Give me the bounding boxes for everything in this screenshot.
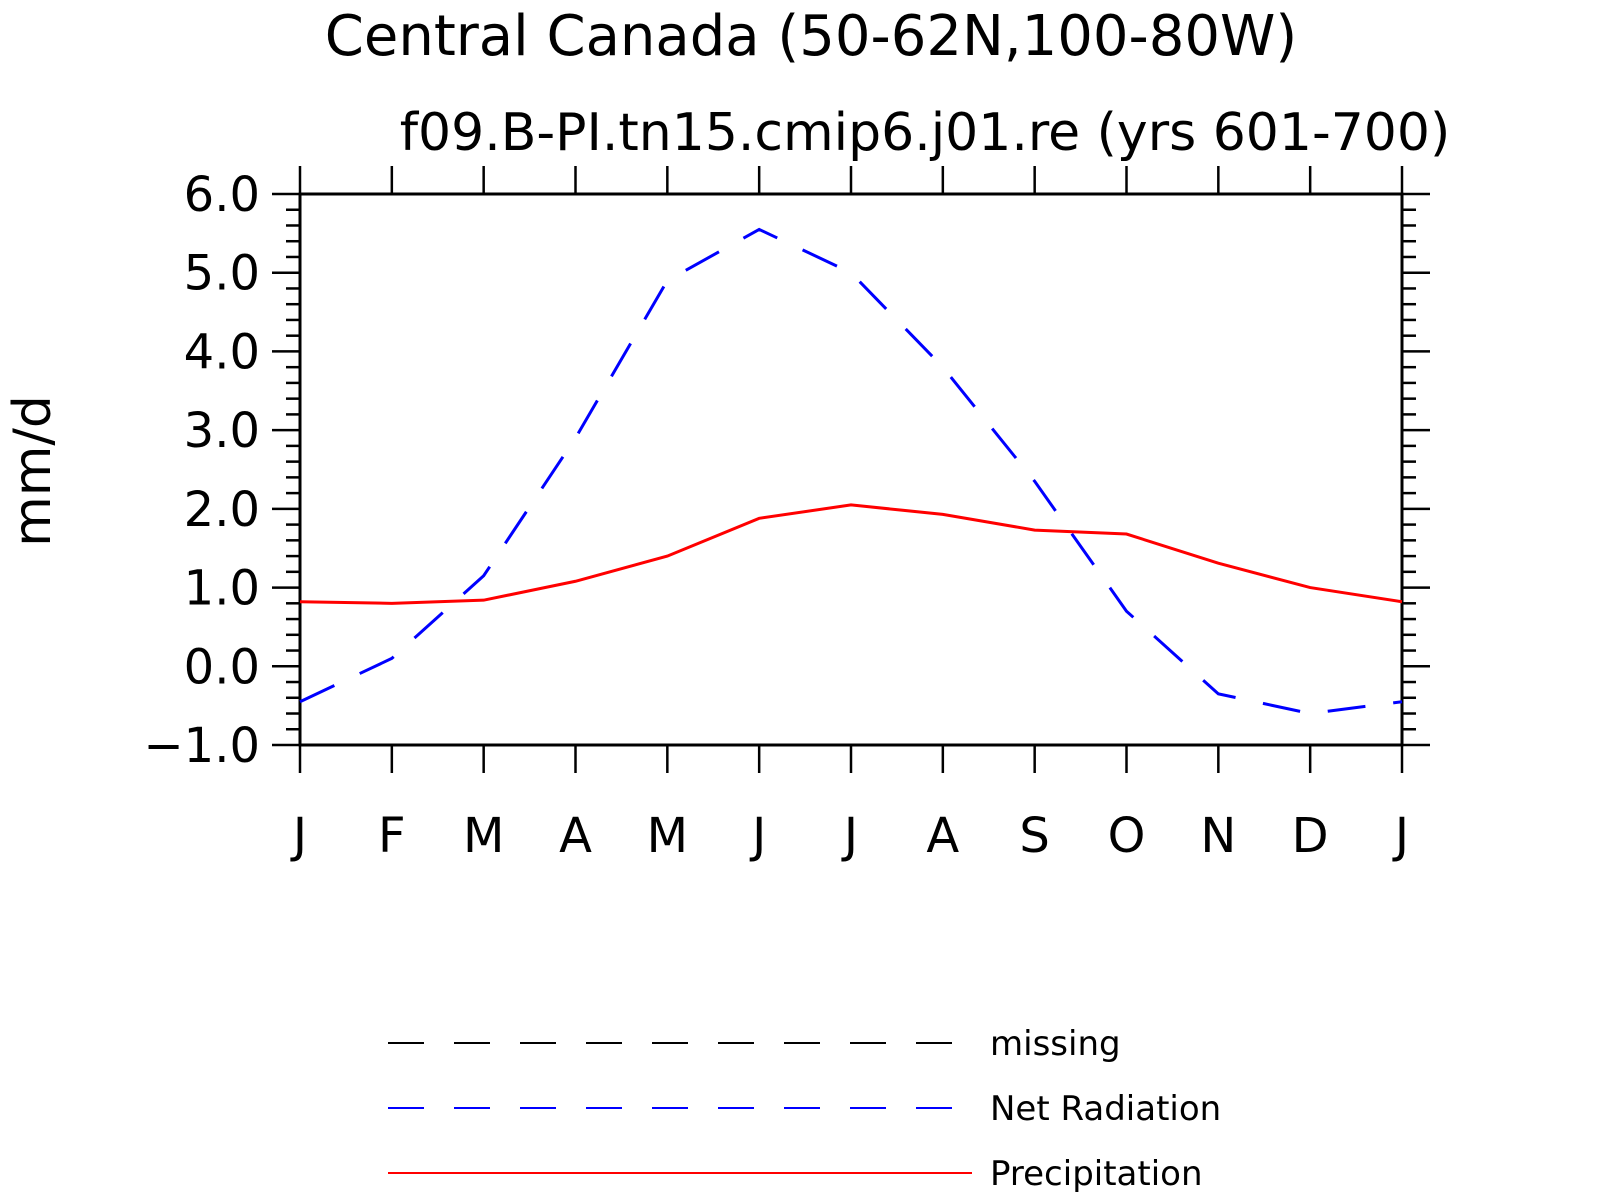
chart-subtitle: f09.B-PI.tn15.cmip6.j01.re (yrs 601-700) bbox=[400, 103, 1451, 163]
chart-title: Central Canada (50-62N,100-80W) bbox=[325, 4, 1297, 69]
x-tick-label: J bbox=[749, 808, 766, 864]
x-tick-label: A bbox=[559, 808, 592, 864]
x-tick-label: M bbox=[463, 808, 504, 864]
y-tick-label: 3.0 bbox=[184, 403, 260, 459]
y-tick-label: −1.0 bbox=[143, 718, 260, 774]
plot-area: −1.00.01.02.03.04.05.06.0J F M A M J J A S O N D J bbox=[143, 166, 1430, 864]
legend-label-precipitation: Precipitation bbox=[990, 1154, 1203, 1194]
x-tick-label: N bbox=[1200, 808, 1236, 864]
plot-frame bbox=[298, 192, 1404, 747]
legend-label-missing: missing bbox=[990, 1024, 1121, 1064]
x-tick-label: M bbox=[647, 808, 688, 864]
x-tick-label: S bbox=[1019, 808, 1049, 864]
x-tick-label: J bbox=[1392, 808, 1409, 864]
y-tick-label: 5.0 bbox=[184, 246, 260, 302]
x-tick-label: D bbox=[1292, 808, 1329, 864]
y-tick-label: 1.0 bbox=[184, 561, 260, 617]
x-tick-label: F bbox=[378, 808, 406, 864]
x-tick-label: O bbox=[1108, 808, 1146, 864]
x-tick-label: J bbox=[290, 808, 307, 864]
y-tick-label: 0.0 bbox=[184, 639, 260, 695]
y-tick-label: 6.0 bbox=[184, 167, 260, 223]
legend-label-net-radiation: Net Radiation bbox=[990, 1089, 1221, 1129]
x-tick-label: J bbox=[841, 808, 858, 864]
series-line-precipitation bbox=[299, 503, 1403, 605]
x-tick-label: A bbox=[926, 808, 959, 864]
y-tick-label: 2.0 bbox=[184, 482, 260, 538]
series-line-net-radiation bbox=[299, 227, 1403, 716]
y-axis-label: mm/d bbox=[3, 395, 63, 547]
y-tick-label: 4.0 bbox=[184, 324, 260, 380]
legend: missing Net Radiation Precipitation bbox=[388, 1024, 1221, 1194]
